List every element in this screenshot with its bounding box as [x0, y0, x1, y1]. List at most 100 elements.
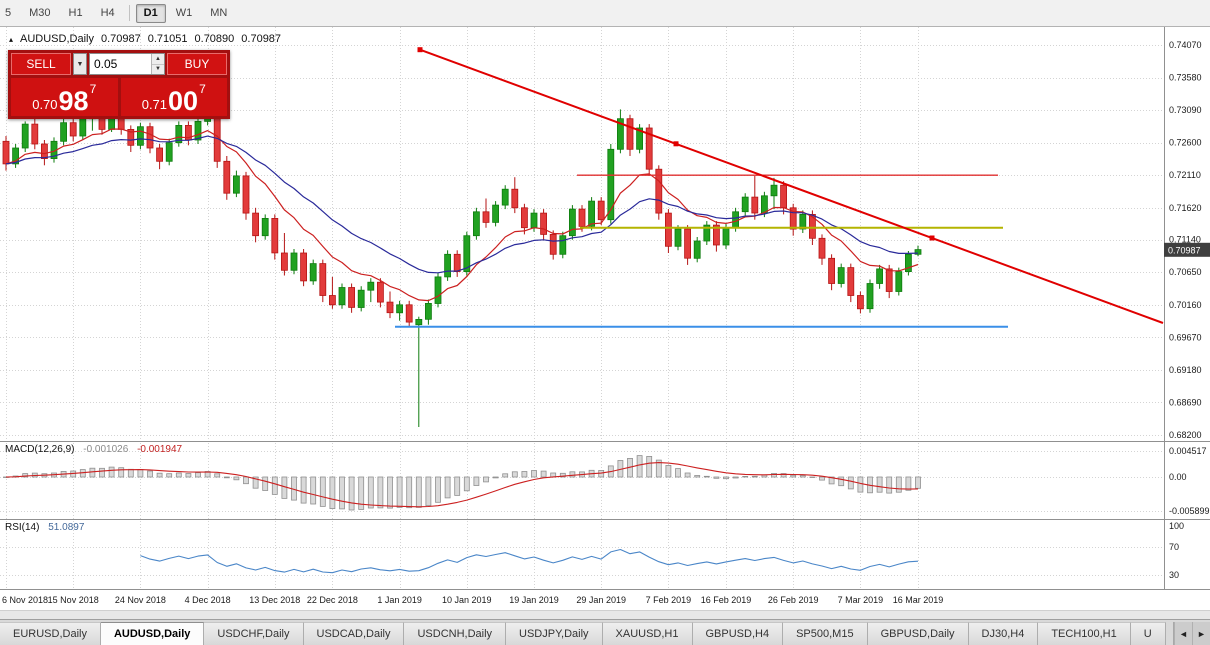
descending-trendline[interactable] — [417, 47, 1164, 324]
tab-audusd-daily[interactable]: AUDUSD,Daily — [100, 622, 205, 645]
svg-text:-0.005899: -0.005899 — [1169, 506, 1210, 516]
svg-text:26 Feb 2019: 26 Feb 2019 — [768, 595, 819, 605]
toolbar-separator — [128, 5, 130, 21]
svg-text:0.70987: 0.70987 — [1168, 245, 1201, 255]
svg-text:0.70650: 0.70650 — [1169, 267, 1202, 277]
svg-text:0.72110: 0.72110 — [1169, 170, 1201, 180]
svg-text:0.69670: 0.69670 — [1169, 332, 1202, 342]
tab-usdchf-daily[interactable]: USDCHF,Daily — [204, 622, 304, 645]
tab-eurusd-daily[interactable]: EURUSD,Daily — [0, 622, 101, 645]
svg-text:16 Feb 2019: 16 Feb 2019 — [701, 595, 752, 605]
one-click-trading-panel: SELL ▼ ▲ ▼ BUY 0.70 98 7 — [8, 50, 230, 119]
buy-button[interactable]: BUY — [167, 53, 227, 75]
tab-gbpusd-h4[interactable]: GBPUSD,H4 — [692, 622, 784, 645]
svg-text:0.68690: 0.68690 — [1169, 397, 1202, 407]
tabs-nav: ◄ ► — [1173, 622, 1210, 645]
svg-text:0.72600: 0.72600 — [1169, 138, 1202, 148]
timeframe-button-w1[interactable]: W1 — [175, 6, 193, 19]
svg-text:16 Mar 2019: 16 Mar 2019 — [893, 595, 944, 605]
date-axis[interactable]: 6 Nov 2018 15 Nov 2018 24 Nov 2018 4 Dec 20… — [2, 595, 943, 605]
volume-dropdown-button[interactable]: ▼ — [73, 53, 87, 75]
tab-usdcad-daily[interactable]: USDCAD,Daily — [303, 622, 405, 645]
svg-text:0.004517: 0.004517 — [1169, 446, 1207, 456]
svg-text:6 Nov 2018: 6 Nov 2018 — [2, 595, 48, 605]
svg-text:0.74070: 0.74070 — [1169, 40, 1202, 50]
svg-text:19 Jan 2019: 19 Jan 2019 — [509, 595, 559, 605]
spin-up-button[interactable]: ▲ — [152, 54, 164, 65]
panel-borders — [0, 27, 1210, 590]
timeframe-button-mn[interactable]: MN — [210, 6, 228, 19]
svg-text:0.71140: 0.71140 — [1169, 235, 1201, 245]
svg-text:15 Nov 2018: 15 Nov 2018 — [48, 595, 99, 605]
tab-u[interactable]: U — [1130, 622, 1166, 645]
chart-expand-icon[interactable]: ▴ — [9, 34, 14, 44]
trade-controls-row: SELL ▼ ▲ ▼ BUY — [11, 53, 227, 75]
timeframe-button-d1[interactable]: D1 — [135, 3, 166, 23]
bid-pipette: 7 — [89, 82, 97, 96]
volume-spinner: ▲ ▼ — [151, 54, 164, 74]
chevron-down-icon: ▼ — [76, 60, 84, 68]
tab-usdjpy-daily[interactable]: USDJPY,Daily — [506, 622, 603, 645]
svg-text:0.70160: 0.70160 — [1169, 300, 1202, 310]
chart-area: 0.74070 0.73580 0.73090 0.72600 0.72110 0.716… — [0, 27, 1210, 610]
svg-text:0.71620: 0.71620 — [1169, 203, 1202, 213]
tab-xauusd-h1[interactable]: XAUUSD,H1 — [602, 622, 693, 645]
tab-gbpusd-daily[interactable]: GBPUSD,Daily — [867, 622, 969, 645]
svg-text:0.69180: 0.69180 — [1169, 365, 1202, 375]
macd-signal-line[interactable] — [5, 462, 919, 508]
bid-price[interactable]: 0.70 98 7 — [11, 78, 118, 116]
macd-histogram — [3, 455, 921, 511]
volume-field: ▲ ▼ — [89, 53, 165, 75]
timeframe-button-5[interactable]: 5 — [5, 6, 12, 19]
bid-pips: 98 — [58, 86, 89, 117]
timeframe-button-h1[interactable]: H1 — [68, 6, 83, 19]
grid-layer — [0, 27, 1163, 589]
svg-text:100: 100 — [1169, 521, 1184, 531]
svg-text:10 Jan 2019: 10 Jan 2019 — [442, 595, 492, 605]
price-chart[interactable]: 0.740700.735800.730900.726000.721100.716… — [0, 27, 1210, 610]
svg-text:4 Dec 2018: 4 Dec 2018 — [185, 595, 231, 605]
candles-layer — [2, 96, 922, 427]
trade-prices-row: 0.70 98 7 0.71 00 7 — [11, 78, 227, 116]
arrow-down-icon: ▼ — [155, 66, 161, 73]
bid-big-figure: 0.70 — [32, 97, 58, 112]
svg-text:0.73580: 0.73580 — [1169, 73, 1202, 83]
svg-text:0.68200: 0.68200 — [1169, 430, 1202, 440]
tab-dj30-h4[interactable]: DJ30,H4 — [968, 622, 1039, 645]
svg-text:7 Mar 2019: 7 Mar 2019 — [838, 595, 884, 605]
tab-sp500-m15[interactable]: SP500,M15 — [783, 622, 868, 645]
ask-price[interactable]: 0.71 00 7 — [120, 78, 227, 117]
ask-big-figure: 0.71 — [141, 97, 168, 112]
timeframe-toolbar: 5 M30 H1 H4 D1 W1 MN — [0, 0, 1210, 27]
current-price-marker: 0.70987 — [1164, 242, 1210, 257]
svg-text:29 Jan 2019: 29 Jan 2019 — [576, 595, 626, 605]
spin-down-button[interactable]: ▼ — [152, 64, 164, 74]
tabs-scroll-left-icon[interactable]: ◄ — [1174, 622, 1192, 645]
status-strip — [0, 610, 1210, 619]
ask-pipette: 7 — [199, 82, 206, 96]
svg-text:30: 30 — [1169, 570, 1179, 580]
volume-input[interactable] — [90, 54, 151, 74]
svg-text:24 Nov 2018: 24 Nov 2018 — [115, 595, 166, 605]
svg-text:7 Feb 2019: 7 Feb 2019 — [646, 595, 692, 605]
svg-text:0.00: 0.00 — [1169, 472, 1187, 482]
sell-button[interactable]: SELL — [11, 53, 71, 75]
svg-text:1 Jan 2019: 1 Jan 2019 — [377, 595, 422, 605]
tab-usdcnh-daily[interactable]: USDCNH,Daily — [404, 622, 507, 645]
tabs-scroll-right-icon[interactable]: ► — [1192, 622, 1210, 645]
ask-pips: 00 — [168, 86, 199, 117]
chart-tabs: EURUSD,Daily AUDUSD,Daily USDCHF,Daily USDC… — [0, 620, 1210, 645]
svg-text:70: 70 — [1169, 542, 1179, 552]
svg-text:0.73090: 0.73090 — [1169, 105, 1202, 115]
arrow-up-icon: ▲ — [155, 55, 161, 62]
tab-tech100-h1[interactable]: TECH100,H1 — [1038, 622, 1131, 645]
timeframe-button-h4[interactable]: H4 — [100, 6, 115, 19]
chart-tabbar: EURUSD,Daily AUDUSD,Daily USDCHF,Daily USDC… — [0, 619, 1210, 645]
rsi-line[interactable] — [140, 548, 919, 574]
svg-text:22 Dec 2018: 22 Dec 2018 — [307, 595, 358, 605]
timeframe-button-m30[interactable]: M30 — [29, 6, 51, 19]
moving-averages[interactable] — [5, 128, 919, 302]
price-axis[interactable]: 0.74070 0.73580 0.73090 0.72600 0.72110 0.716… — [1169, 40, 1210, 580]
svg-text:13 Dec 2018: 13 Dec 2018 — [249, 595, 300, 605]
